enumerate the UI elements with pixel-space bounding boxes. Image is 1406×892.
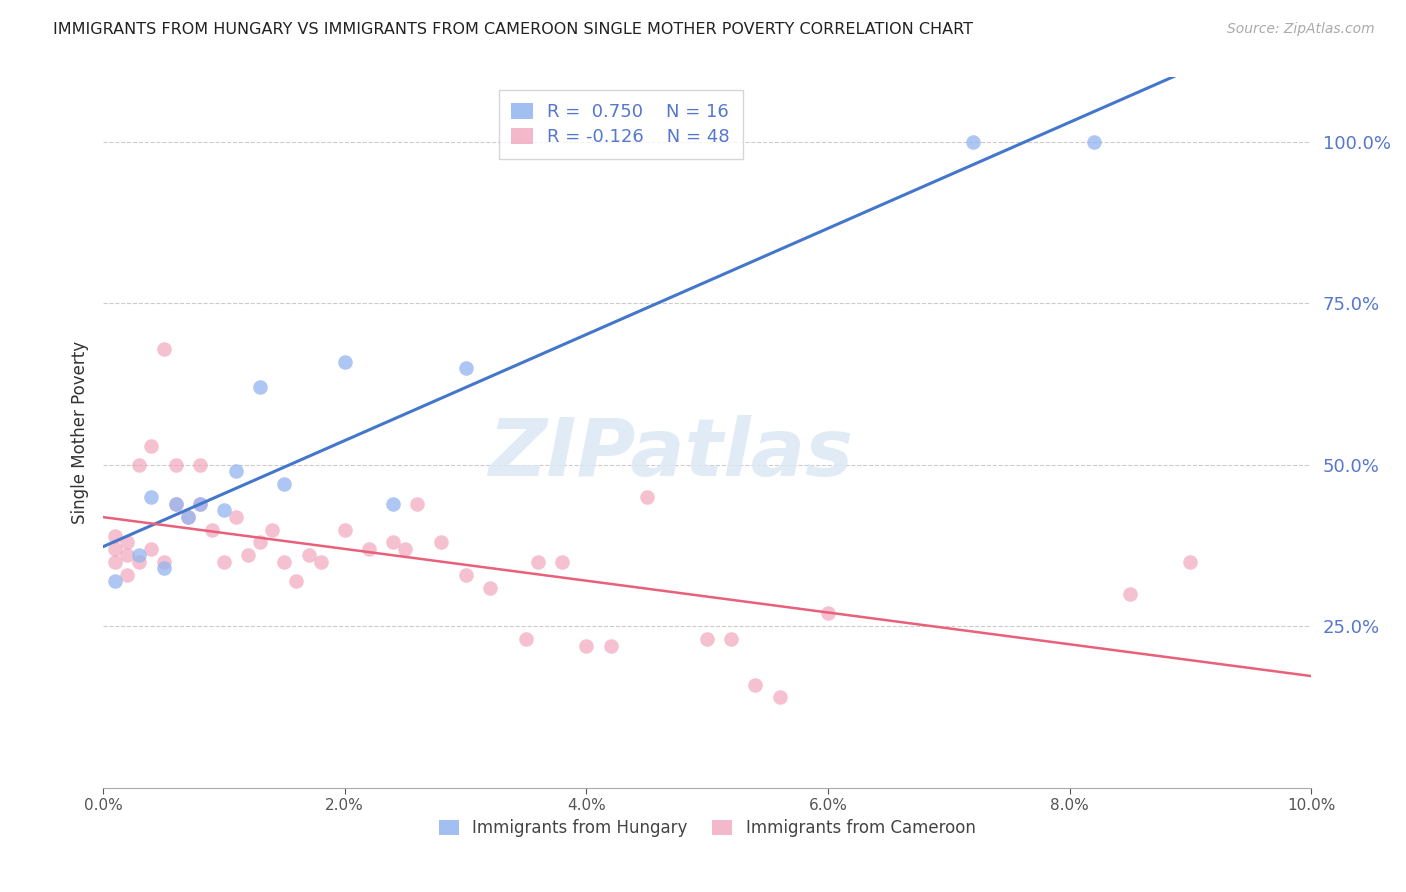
Immigrants from Cameroon (478, 581, 501, 595)
Immigrants from Cameroon (201, 523, 224, 537)
Immigrants from Cameroon (636, 490, 658, 504)
Immigrants from Cameroon (394, 541, 416, 556)
Immigrants from Cameroon (152, 555, 174, 569)
Immigrants from Cameroon (1119, 587, 1142, 601)
Immigrants from Hungary (104, 574, 127, 589)
Legend: Immigrants from Hungary, Immigrants from Cameroon: Immigrants from Hungary, Immigrants from… (432, 812, 983, 844)
Immigrants from Cameroon (117, 549, 139, 563)
Immigrants from Cameroon (104, 529, 127, 543)
Immigrants from Cameroon (333, 523, 356, 537)
Immigrants from Hungary (225, 464, 247, 478)
Immigrants from Cameroon (236, 549, 259, 563)
Immigrants from Cameroon (152, 342, 174, 356)
Immigrants from Hungary (273, 477, 295, 491)
Text: Source: ZipAtlas.com: Source: ZipAtlas.com (1227, 22, 1375, 37)
Immigrants from Cameroon (285, 574, 308, 589)
Immigrants from Cameroon (720, 632, 742, 647)
Immigrants from Hungary (212, 503, 235, 517)
Text: IMMIGRANTS FROM HUNGARY VS IMMIGRANTS FROM CAMEROON SINGLE MOTHER POVERTY CORREL: IMMIGRANTS FROM HUNGARY VS IMMIGRANTS FR… (53, 22, 973, 37)
Immigrants from Cameroon (575, 639, 598, 653)
Immigrants from Cameroon (357, 541, 380, 556)
Immigrants from Cameroon (769, 690, 792, 705)
Immigrants from Cameroon (104, 555, 127, 569)
Immigrants from Cameroon (117, 567, 139, 582)
Immigrants from Cameroon (273, 555, 295, 569)
Text: ZIPatlas: ZIPatlas (488, 415, 853, 493)
Immigrants from Hungary (249, 380, 271, 394)
Immigrants from Cameroon (249, 535, 271, 549)
Immigrants from Hungary (382, 497, 405, 511)
Immigrants from Cameroon (176, 509, 198, 524)
Immigrants from Cameroon (430, 535, 453, 549)
Immigrants from Cameroon (454, 567, 477, 582)
Immigrants from Cameroon (527, 555, 550, 569)
Immigrants from Hungary (141, 490, 163, 504)
Immigrants from Hungary (165, 497, 187, 511)
Immigrants from Cameroon (141, 541, 163, 556)
Immigrants from Hungary (128, 549, 150, 563)
Immigrants from Cameroon (117, 535, 139, 549)
Immigrants from Cameroon (696, 632, 718, 647)
Immigrants from Cameroon (128, 458, 150, 472)
Immigrants from Cameroon (406, 497, 429, 511)
Immigrants from Hungary (962, 135, 984, 149)
Immigrants from Cameroon (744, 677, 766, 691)
Immigrants from Cameroon (188, 497, 211, 511)
Immigrants from Cameroon (165, 497, 187, 511)
Immigrants from Hungary (188, 497, 211, 511)
Immigrants from Cameroon (212, 555, 235, 569)
Immigrants from Cameroon (817, 607, 839, 621)
Immigrants from Cameroon (297, 549, 319, 563)
Immigrants from Hungary (152, 561, 174, 575)
Immigrants from Cameroon (382, 535, 405, 549)
Immigrants from Cameroon (551, 555, 574, 569)
Immigrants from Cameroon (188, 458, 211, 472)
Y-axis label: Single Mother Poverty: Single Mother Poverty (72, 341, 89, 524)
Immigrants from Hungary (333, 354, 356, 368)
Immigrants from Cameroon (599, 639, 621, 653)
Immigrants from Cameroon (1180, 555, 1202, 569)
Immigrants from Cameroon (515, 632, 537, 647)
Immigrants from Cameroon (225, 509, 247, 524)
Immigrants from Cameroon (262, 523, 284, 537)
Immigrants from Cameroon (141, 439, 163, 453)
Immigrants from Cameroon (165, 458, 187, 472)
Immigrants from Hungary (1083, 135, 1105, 149)
Immigrants from Hungary (454, 361, 477, 376)
Immigrants from Cameroon (104, 541, 127, 556)
Immigrants from Hungary (176, 509, 198, 524)
Immigrants from Cameroon (128, 555, 150, 569)
Immigrants from Cameroon (309, 555, 332, 569)
